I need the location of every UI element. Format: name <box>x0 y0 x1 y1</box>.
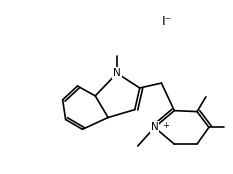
Text: N: N <box>151 122 158 132</box>
Text: +: + <box>162 121 169 130</box>
Text: I⁻: I⁻ <box>162 15 172 28</box>
Text: N: N <box>113 68 121 78</box>
